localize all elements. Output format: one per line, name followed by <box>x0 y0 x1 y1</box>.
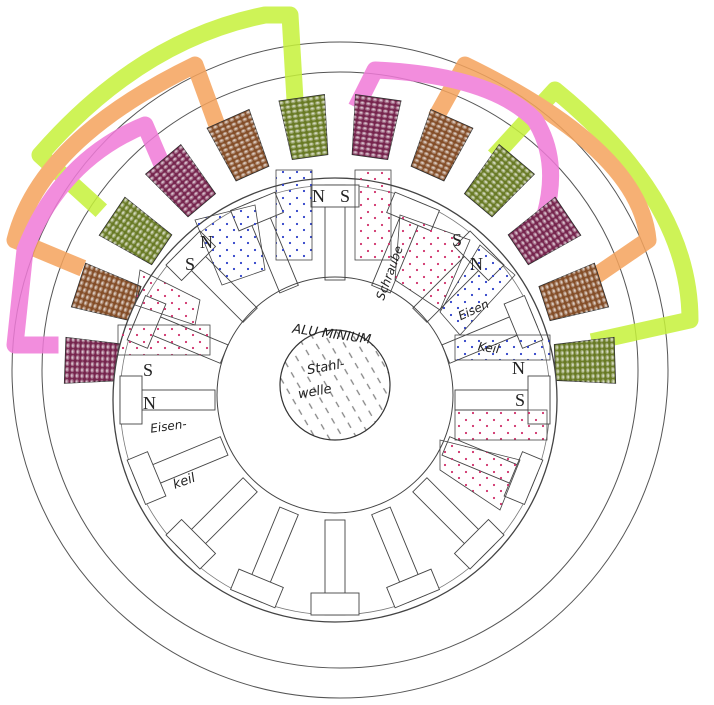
orange-band-right <box>428 56 657 302</box>
aluminium-ring <box>216 276 454 514</box>
rotor-slot <box>119 375 216 425</box>
pole-s-left: S <box>143 360 153 380</box>
steel-shaft-hatch <box>280 330 390 440</box>
iron-label-left: Eisen- <box>149 417 187 436</box>
rotor-slot <box>412 477 505 570</box>
stator-outer-arcs <box>11 41 669 699</box>
pink-band-left <box>6 116 172 354</box>
rotor-slot <box>310 184 360 281</box>
key-label-left: keil <box>171 471 198 493</box>
magnet-left-dots <box>117 324 211 356</box>
shaft-label-1: Stahl- <box>306 357 346 378</box>
magnet-top-left-dots <box>275 169 313 261</box>
magnet-regions <box>117 169 551 511</box>
coil-4 <box>145 143 217 218</box>
magnet-upper-left-dots <box>194 204 266 286</box>
pole-n-upper-right: N <box>470 254 483 274</box>
coil-6 <box>278 94 329 161</box>
rotor-slot <box>126 436 229 506</box>
coil-1 <box>63 336 127 384</box>
magnet-lower-right-dots <box>439 439 521 511</box>
magnet-right-lower-dots <box>454 409 548 441</box>
labels: ALU MINIUM Stahl- welle Schraube Eisen K… <box>143 186 525 493</box>
pole-n-upper-left: N <box>200 232 213 252</box>
coil-9 <box>463 143 535 218</box>
pole-s-upper-left: S <box>185 254 195 274</box>
pole-s-right: S <box>515 390 525 410</box>
magnet-right-dots <box>454 334 551 361</box>
connection-bands <box>6 6 699 354</box>
pole-s-upper-right: S <box>452 230 462 250</box>
coil-5 <box>206 108 270 182</box>
rotor-slot <box>229 506 299 609</box>
stator-coils <box>63 94 617 384</box>
shaft-label-2: welle <box>297 382 333 403</box>
magnet-top-right-dots <box>354 169 392 261</box>
pink-band-right <box>348 61 560 226</box>
coil-12 <box>553 336 617 384</box>
orange-band-left <box>6 56 226 277</box>
coil-7 <box>351 94 402 161</box>
magnet-upper-right-dots <box>394 214 471 311</box>
pole-n-top: N <box>312 186 325 206</box>
coil-8 <box>410 108 474 182</box>
coil-3 <box>98 196 173 266</box>
key-label-right: Keil <box>477 339 501 356</box>
coil-10 <box>507 196 582 266</box>
green-band-right <box>487 81 699 351</box>
rotor-slot <box>165 477 258 570</box>
pole-s-top: S <box>340 186 350 206</box>
rotor-slot <box>371 506 441 609</box>
rotor-slot <box>310 519 360 616</box>
pole-n-left: N <box>143 393 156 413</box>
pole-n-right: N <box>512 358 525 378</box>
coil-11 <box>538 262 610 322</box>
green-band-left <box>31 6 304 218</box>
